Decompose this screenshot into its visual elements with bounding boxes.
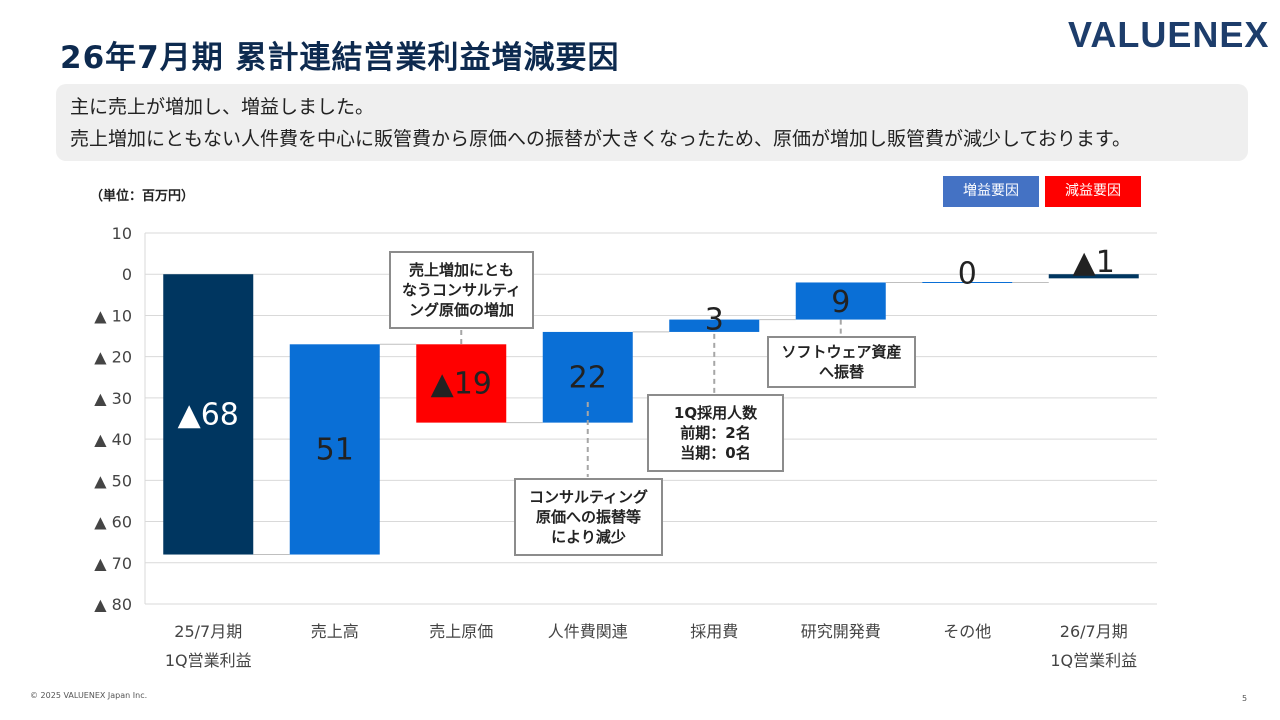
- y-tick-label-9: ▲ 80: [94, 595, 132, 614]
- data-label-4: 3: [705, 303, 724, 338]
- annotation-rnd: ソフトウェア資産 へ振替: [767, 336, 916, 388]
- bar-4: [669, 319, 760, 332]
- y-tick-label-3: ▲ 20: [94, 348, 132, 367]
- data-label-6: 0: [958, 256, 977, 291]
- x-tick-label-3-0: 人件費関連: [548, 622, 628, 641]
- data-label-1: 51: [316, 432, 354, 467]
- data-label-3: 22: [569, 360, 607, 395]
- data-label-7: ▲1: [1073, 245, 1115, 280]
- annotation-personnel: コンサルティング 原価への振替等 により減少: [514, 478, 663, 556]
- y-tick-label-0: 10: [112, 224, 132, 243]
- x-tick-label-0-1: 1Q営業利益: [165, 651, 252, 670]
- annotation-cost-of-sales: 売上増加にとも なうコンサルティ ング原価の増加: [389, 251, 534, 329]
- x-tick-label-7-1: 1Q営業利益: [1050, 651, 1137, 670]
- data-label-2: ▲19: [431, 366, 492, 401]
- x-tick-label-0-0: 25/7月期: [174, 622, 242, 641]
- legend-decrease: 減益要因: [1045, 176, 1141, 207]
- bar-7: [1048, 274, 1139, 279]
- annotation-recruiting: 1Q採用人数 前期：2名 当期：0名: [647, 394, 784, 472]
- x-tick-label-1-0: 売上高: [311, 622, 359, 641]
- page-title: 26年7月期 累計連結営業利益増減要因: [60, 40, 620, 76]
- y-tick-label-7: ▲ 60: [94, 513, 132, 532]
- x-tick-label-7-0: 26/7月期: [1060, 622, 1128, 641]
- x-tick-label-2-0: 売上原価: [429, 622, 493, 641]
- data-label-5: 9: [831, 285, 850, 320]
- bar-3: [542, 331, 633, 423]
- bar-0: [163, 274, 254, 555]
- page-number: 5: [1242, 694, 1248, 703]
- x-tick-label-5-0: 研究開発費: [801, 622, 881, 641]
- y-tick-label-6: ▲ 50: [94, 471, 132, 490]
- bar-2: [416, 344, 507, 423]
- y-tick-label-4: ▲ 30: [94, 389, 132, 408]
- y-tick-label-8: ▲ 70: [94, 554, 132, 573]
- bar-1: [289, 344, 380, 555]
- copyright: © 2025 VALUENEX Japan Inc.: [30, 691, 148, 700]
- x-tick-label-4-0: 採用費: [690, 622, 738, 641]
- data-label-0: ▲68: [178, 397, 239, 432]
- summary-line-1: 主に売上が増加し、増益しました。: [70, 96, 375, 118]
- summary-box: 主に売上が増加し、増益しました。 売上増加にともない人件費を中心に販管費から原価…: [56, 84, 1248, 161]
- summary-line-2: 売上増加にともない人件費を中心に販管費から原価への振替が大きくなったため、原価が…: [70, 128, 1131, 150]
- company-logo: VALUENEX: [1068, 14, 1270, 55]
- y-tick-label-5: ▲ 40: [94, 430, 132, 449]
- x-tick-label-6-0: その他: [943, 622, 991, 641]
- y-tick-label-2: ▲ 10: [94, 306, 132, 325]
- bar-5: [795, 282, 886, 320]
- legend-increase: 増益要因: [943, 176, 1039, 207]
- y-tick-label-1: 0: [122, 265, 132, 284]
- unit-label: （単位：百万円）: [90, 189, 195, 204]
